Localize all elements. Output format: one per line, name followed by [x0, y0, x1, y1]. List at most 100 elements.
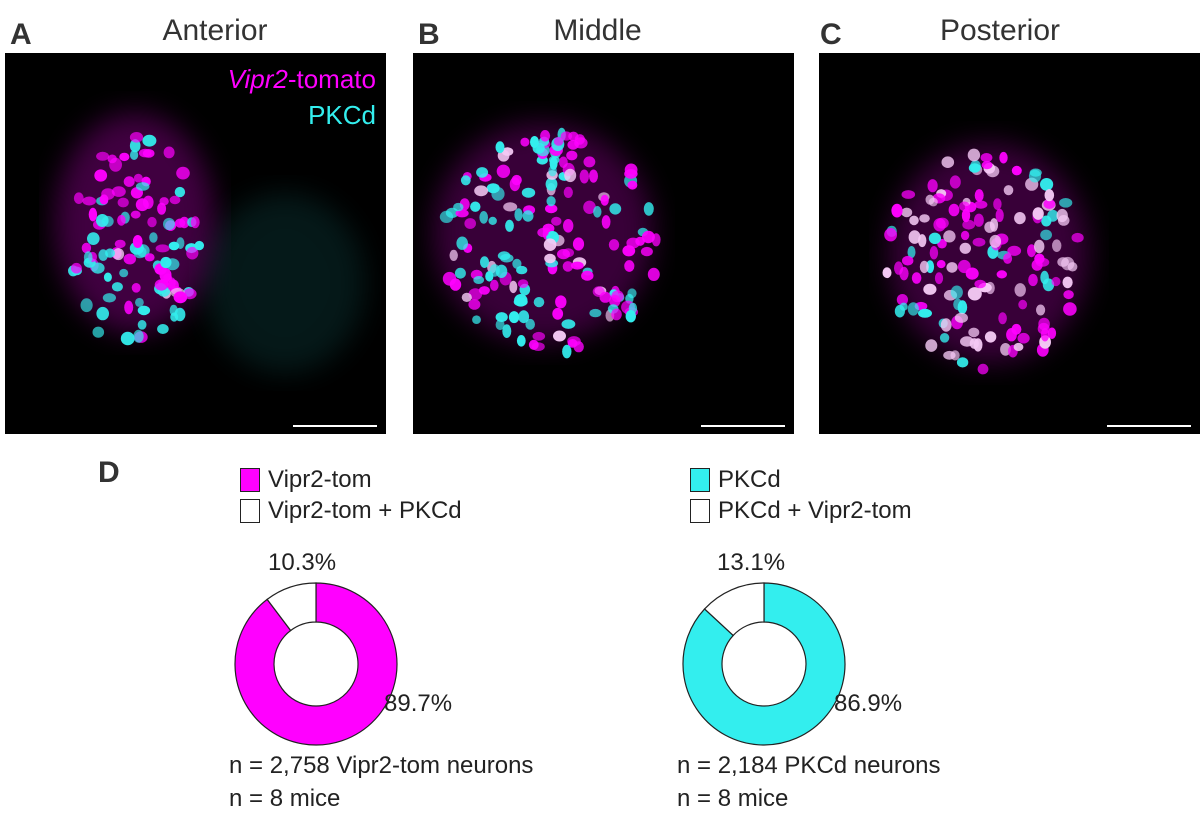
cell-dot: [1034, 253, 1045, 264]
cell-dot: [133, 329, 144, 343]
cell-dot: [133, 173, 143, 183]
cell-dot: [501, 147, 514, 156]
cell-dot: [109, 157, 122, 172]
cell-dot: [92, 326, 105, 338]
cell-dot: [911, 272, 922, 284]
cell-dot: [560, 131, 573, 141]
cell-dot: [601, 215, 611, 229]
cell-dot: [473, 276, 485, 284]
cell-dot: [909, 215, 919, 226]
cell-dot: [98, 249, 108, 261]
cell-dot: [593, 206, 602, 218]
cell-dot: [453, 202, 464, 212]
cell-dot: [135, 182, 150, 191]
cell-dot: [73, 192, 84, 204]
micrograph-posterior: [819, 53, 1200, 434]
cell-dot: [908, 230, 921, 244]
cell-dot: [96, 151, 110, 161]
cell-dot: [611, 308, 622, 321]
cell-dot: [1062, 276, 1073, 289]
cell-dot: [600, 194, 609, 206]
cell-dot: [1011, 165, 1022, 176]
cell-dot: [114, 239, 126, 249]
cell-dot: [111, 282, 123, 292]
cell-dot: [572, 237, 585, 251]
cell-dot: [643, 202, 654, 216]
cell-dot: [1011, 323, 1022, 335]
cell-dot: [120, 331, 135, 346]
cell-dot: [1040, 328, 1050, 342]
cell-dot: [581, 270, 594, 281]
cell-dot: [641, 230, 655, 244]
cell-dot: [901, 190, 916, 199]
cell-dot: [1067, 262, 1078, 272]
cell-dot: [149, 232, 158, 243]
cell-dot: [592, 286, 605, 297]
cell-dot: [552, 307, 564, 320]
cell-dot: [163, 146, 175, 159]
cell-dot: [640, 246, 653, 257]
cell-dot: [87, 232, 100, 246]
cell-dot: [456, 236, 468, 250]
cell-dot: [622, 245, 636, 257]
cell-dot: [989, 234, 1002, 248]
cell-dot: [111, 186, 126, 197]
slice-label-pkcd-only: 86.9%: [834, 690, 903, 717]
cell-dot: [83, 251, 93, 264]
cell-dot: [533, 297, 545, 308]
cell-dot: [170, 312, 179, 322]
cell-dot: [882, 267, 892, 279]
cell-dot: [939, 333, 950, 343]
overlay-label-pkcd: PKCd: [308, 100, 376, 130]
cell-dot: [977, 363, 989, 375]
cell-dot: [941, 156, 955, 168]
cell-dot: [974, 279, 986, 289]
cell-dot: [532, 142, 545, 154]
overlay-label-vipr2: Vipr2-tomato: [227, 64, 376, 94]
cell-dot: [173, 291, 188, 304]
cell-dot: [946, 262, 958, 273]
cell-dot: [468, 299, 481, 310]
cell-dot: [525, 318, 535, 330]
cell-dot: [142, 134, 157, 147]
cell-dot: [948, 203, 960, 217]
cell-dot: [495, 312, 508, 323]
micrograph-anterior-image: [55, 113, 377, 427]
cell-dot: [500, 253, 514, 263]
cell-dot: [154, 279, 169, 291]
cell-dot: [157, 202, 167, 215]
cell-dot: [624, 169, 638, 179]
cell-dot: [959, 242, 971, 254]
cell-dot: [561, 319, 576, 329]
legend-swatch: [690, 468, 710, 492]
cell-dot: [943, 230, 956, 243]
cell-dot: [907, 246, 916, 259]
panel-letter-c: C: [820, 18, 842, 51]
cell-dot: [557, 249, 570, 260]
cell-dot: [899, 266, 909, 281]
donut-chart-vipr2: [234, 582, 398, 746]
cell-dot: [919, 260, 929, 274]
cell-dot: [190, 216, 200, 229]
legend-item-pkcd: PKCd: [690, 466, 781, 494]
cell-dot: [159, 197, 169, 206]
cell-dot: [1051, 276, 1061, 287]
cell-dot: [513, 297, 528, 307]
cell-dot: [472, 315, 481, 325]
note-neuron-count: n = 2,184 PKCd neurons: [677, 752, 941, 779]
note-mouse-count: n = 8 mice: [677, 785, 789, 812]
cell-dot: [1003, 253, 1013, 264]
cell-dot: [959, 201, 970, 212]
cell-dot: [968, 327, 980, 338]
note-block-vipr2: n = 2,758 Vipr2-tom neurons n = 8 mice: [229, 749, 533, 815]
cell-dot: [974, 200, 988, 209]
cell-dot: [960, 230, 970, 241]
cell-dot: [495, 264, 508, 278]
slice-label-pkcd-overlap: 13.1%: [717, 549, 786, 576]
cell-dot: [137, 305, 151, 316]
slice-label-vipr2-only: 89.7%: [384, 690, 453, 717]
cell-dot: [1040, 229, 1052, 241]
legend-label: Vipr2-tom: [268, 466, 372, 493]
cell-dot: [562, 261, 574, 272]
donut-slice-pkcd-vipr2-tom: [703, 582, 765, 637]
